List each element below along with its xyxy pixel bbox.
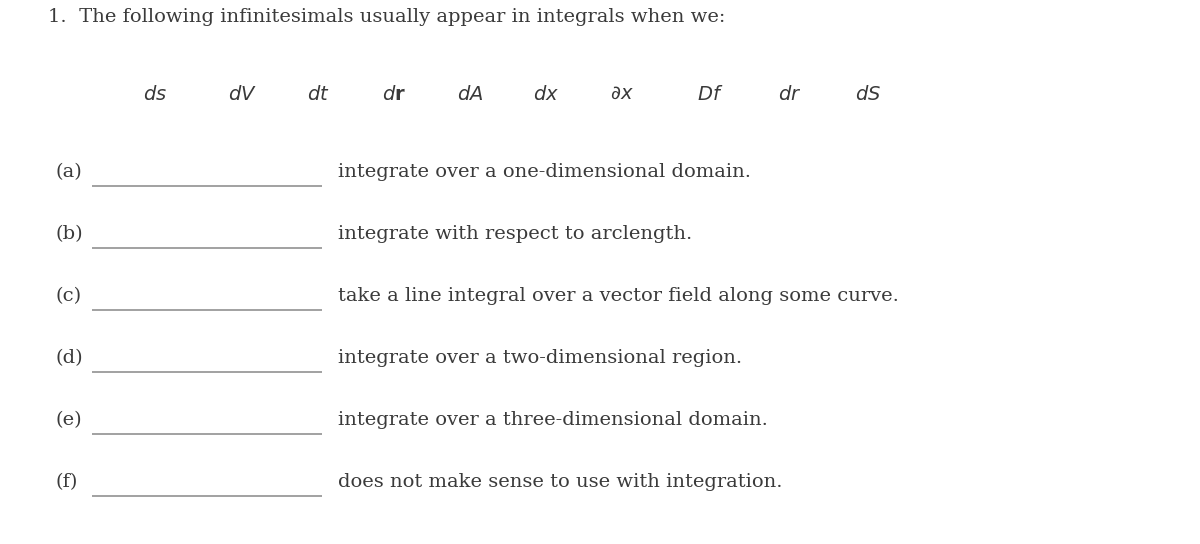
Text: (e): (e) [55,411,82,429]
Text: $\partial x$: $\partial x$ [610,85,634,103]
Text: integrate over a one-dimensional domain.: integrate over a one-dimensional domain. [338,163,751,181]
Text: $dS$: $dS$ [854,84,881,103]
Text: $dV$: $dV$ [228,84,257,103]
Text: (c): (c) [55,287,82,305]
Text: (d): (d) [55,349,83,367]
Text: integrate over a three-dimensional domain.: integrate over a three-dimensional domai… [338,411,768,429]
Text: $dr$: $dr$ [779,84,802,103]
Text: (f): (f) [55,473,77,491]
Text: take a line integral over a vector field along some curve.: take a line integral over a vector field… [338,287,899,305]
Text: $dA$: $dA$ [457,84,484,103]
Text: 1.  The following infinitesimals usually appear in integrals when we:: 1. The following infinitesimals usually … [48,8,725,26]
Text: does not make sense to use with integration.: does not make sense to use with integrat… [338,473,782,491]
Text: integrate over a two-dimensional region.: integrate over a two-dimensional region. [338,349,742,367]
Text: $dt$: $dt$ [307,84,329,103]
Text: $d\mathbf{r}$: $d\mathbf{r}$ [382,84,406,103]
Text: $ds$: $ds$ [143,84,167,103]
Text: (a): (a) [55,163,82,181]
Text: (b): (b) [55,225,83,243]
Text: $Df$: $Df$ [697,84,724,103]
Text: integrate with respect to arclength.: integrate with respect to arclength. [338,225,692,243]
Text: $dx$: $dx$ [533,84,559,103]
